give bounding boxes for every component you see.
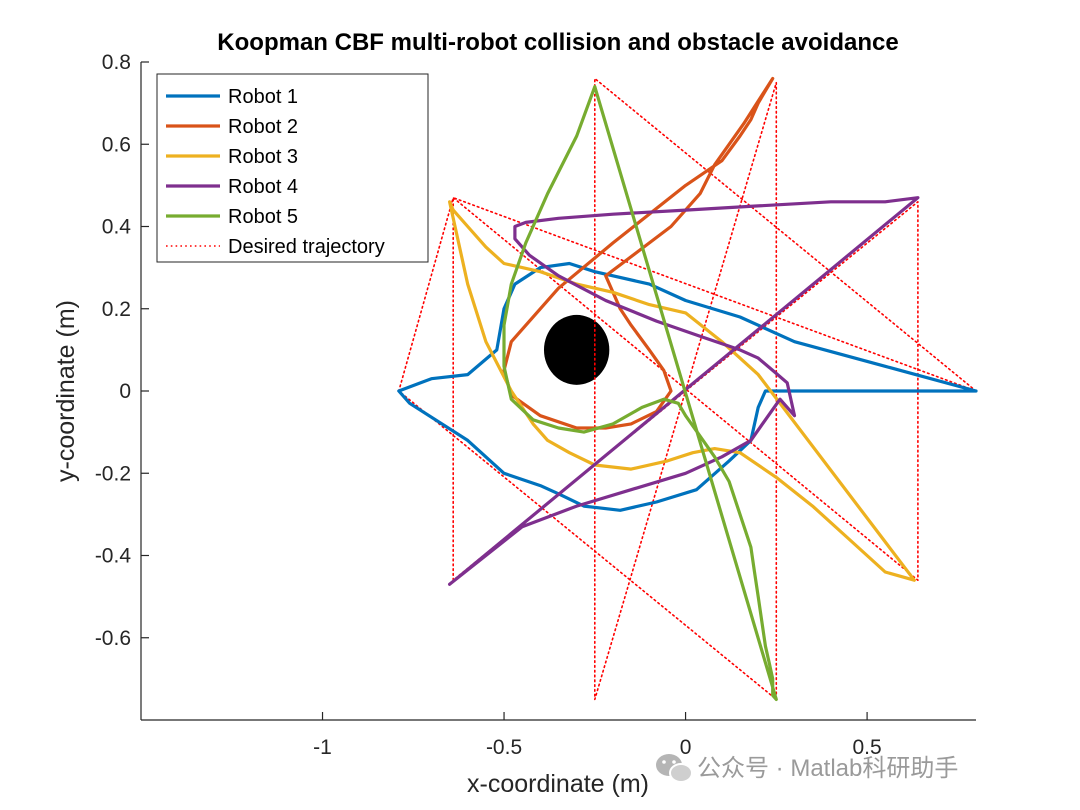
- legend-label: Robot 5: [228, 206, 298, 228]
- y-tick-label: 0: [119, 380, 131, 403]
- legend-label: Robot 1: [228, 86, 298, 108]
- legend-box: [156, 73, 429, 263]
- x-tick-label: -0.5: [486, 736, 522, 759]
- y-tick-label: -0.6: [95, 627, 131, 650]
- legend-label: Robot 4: [228, 176, 298, 198]
- chart-title: Koopman CBF multi-robot collision and ob…: [217, 29, 898, 56]
- legend-label: Robot 3: [228, 146, 298, 168]
- y-axis-label: y-coordinate (m): [52, 300, 80, 482]
- y-ticks: -0.6 -0.4 -0.2 0 0.2 0.4 0.6 0.8: [95, 51, 149, 650]
- series-line-robot-3: [448, 200, 916, 582]
- wechat-icon: [656, 754, 693, 783]
- legend-items: Robot 1 Robot 2 Robot 3 Robot 4 Robot 5 Desir…: [166, 86, 385, 258]
- watermark: 公众号 · Matlab科研助手: [656, 754, 958, 783]
- y-tick-label: -0.4: [95, 545, 132, 568]
- series-layer: [397, 76, 978, 702]
- series-line-robot-5: [502, 85, 778, 702]
- x-axis-label: x-coordinate (m): [467, 770, 649, 798]
- y-tick-label: 0.2: [102, 298, 131, 321]
- x-tick-label: -1: [313, 736, 332, 759]
- x-tick-label: 0.5: [852, 736, 881, 759]
- y-tick-label: 0.4: [102, 216, 132, 239]
- y-tick-label: 0.8: [102, 51, 131, 74]
- obstacle-layer: [543, 314, 610, 385]
- series-line-robot-2: [502, 76, 775, 430]
- legend-label: Robot 2: [228, 116, 298, 138]
- y-tick-label: -0.2: [95, 462, 131, 485]
- y-tick-label: 0.6: [102, 133, 131, 156]
- obstacle: [543, 314, 610, 385]
- legend: Robot 1 Robot 2 Robot 3 Robot 4 Robot 5 Desir…: [156, 73, 429, 263]
- watermark-text: 公众号 · Matlab科研助手: [697, 755, 958, 782]
- series-line-robot-4: [448, 196, 920, 586]
- x-tick-label: 0: [680, 736, 692, 759]
- x-ticks: -1 -0.5 0 0.5: [313, 712, 882, 759]
- legend-label: Desired trajectory: [228, 236, 385, 258]
- series-line-desired-trajectory: [397, 77, 977, 701]
